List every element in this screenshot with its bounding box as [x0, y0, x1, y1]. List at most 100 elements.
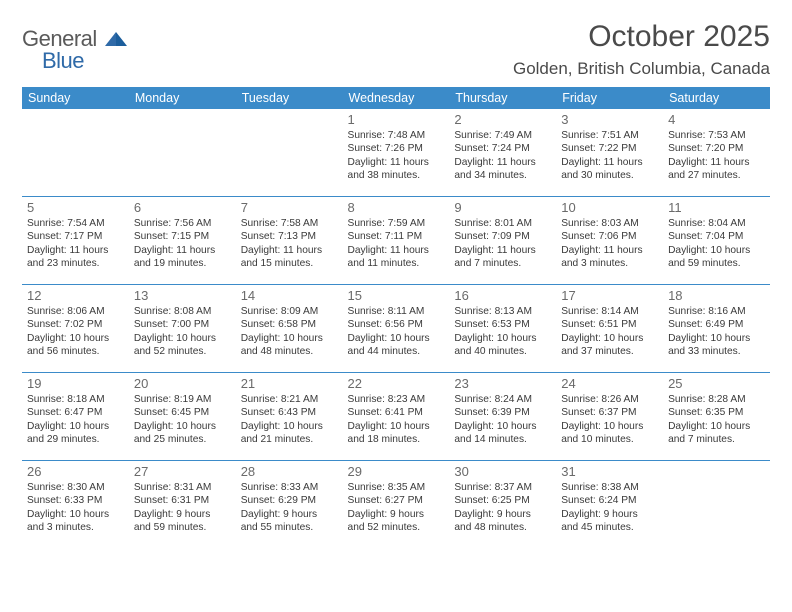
day-number: 30 — [454, 464, 551, 479]
day-header: Tuesday — [236, 87, 343, 109]
day-info: Sunrise: 8:08 AMSunset: 7:00 PMDaylight:… — [134, 305, 231, 359]
calendar-cell: 14 Sunrise: 8:09 AMSunset: 6:58 PMDayligh… — [236, 285, 343, 373]
day-number: 21 — [241, 376, 338, 391]
day-number: 14 — [241, 288, 338, 303]
calendar-week-row: 26Sunrise: 8:30 AMSunset: 6:33 PMDayligh… — [22, 461, 770, 549]
day-info: Sunrise: 8:38 AMSunset: 6:24 PMDaylight:… — [561, 481, 658, 535]
day-info: Sunrise: 7:48 AMSunset: 7:26 PMDaylight:… — [348, 129, 445, 183]
calendar-cell: 2Sunrise: 7:49 AMSunset: 7:24 PMDaylight… — [449, 109, 556, 197]
calendar-table: SundayMondayTuesdayWednesdayThursdayFrid… — [22, 87, 770, 548]
day-info: Sunrise: 8:01 AMSunset: 7:09 PMDaylight:… — [454, 217, 551, 271]
calendar-page: General Blue October 2025 Golden, Britis… — [0, 0, 792, 568]
calendar-week-row: 19 Sunrise: 8:18 AMSunset: 6:47 PMDayligh… — [22, 373, 770, 461]
day-info: Sunrise: 8:28 AMSunset: 6:35 PMDaylight:… — [668, 393, 765, 447]
logo-mark-icon — [105, 32, 127, 46]
day-info: Sunrise: 8:23 AMSunset: 6:41 PMDaylight:… — [348, 393, 445, 447]
calendar-cell: 1 Sunrise: 7:48 AMSunset: 7:26 PMDaylight… — [343, 109, 450, 197]
day-number: 26 — [27, 464, 124, 479]
calendar-week-row: 1 Sunrise: 7:48 AMSunset: 7:26 PMDaylight… — [22, 109, 770, 197]
day-info: Sunrise: 8:14 AMSunset: 6:51 PMDaylight:… — [561, 305, 658, 359]
day-info: Sunrise: 8:06 AMSunset: 7:02 PMDaylight:… — [27, 305, 124, 359]
day-info: Sunrise: 8:09 AMSunset: 6:58 PMDaylight:… — [241, 305, 338, 359]
location-text: Golden, British Columbia, Canada — [513, 59, 770, 79]
day-number: 17 — [561, 288, 658, 303]
day-header: Wednesday — [343, 87, 450, 109]
day-number: 28 — [241, 464, 338, 479]
calendar-body: 1 Sunrise: 7:48 AMSunset: 7:26 PMDaylight… — [22, 109, 770, 548]
calendar-header-row: SundayMondayTuesdayWednesdayThursdayFrid… — [22, 87, 770, 109]
day-number: 15 — [348, 288, 445, 303]
day-info: Sunrise: 8:24 AMSunset: 6:39 PMDaylight:… — [454, 393, 551, 447]
logo-text-block: General Blue — [22, 26, 127, 74]
day-info: Sunrise: 8:37 AMSunset: 6:25 PMDaylight:… — [454, 481, 551, 535]
day-number: 6 — [134, 200, 231, 215]
day-header: Monday — [129, 87, 236, 109]
calendar-cell: 19 Sunrise: 8:18 AMSunset: 6:47 PMDayligh… — [22, 373, 129, 461]
day-number: 1 — [348, 112, 445, 127]
calendar-cell: 18Sunrise: 8:16 AMSunset: 6:49 PMDayligh… — [663, 285, 770, 373]
day-number: 13 — [134, 288, 231, 303]
calendar-cell: 23 Sunrise: 8:24 AMSunset: 6:39 PMDayligh… — [449, 373, 556, 461]
day-number: 9 — [454, 200, 551, 215]
calendar-cell: 12 Sunrise: 8:06 AMSunset: 7:02 PMDayligh… — [22, 285, 129, 373]
day-number: 22 — [348, 376, 445, 391]
calendar-cell: 9 Sunrise: 8:01 AMSunset: 7:09 PMDaylight… — [449, 197, 556, 285]
day-number: 31 — [561, 464, 658, 479]
calendar-cell — [236, 109, 343, 197]
month-title: October 2025 — [513, 20, 770, 54]
day-number: 16 — [454, 288, 551, 303]
calendar-cell: 29Sunrise: 8:35 AMSunset: 6:27 PMDayligh… — [343, 461, 450, 549]
calendar-cell: 24 Sunrise: 8:26 AMSunset: 6:37 PMDayligh… — [556, 373, 663, 461]
calendar-cell: 10 Sunrise: 8:03 AMSunset: 7:06 PMDayligh… — [556, 197, 663, 285]
day-info: Sunrise: 8:31 AMSunset: 6:31 PMDaylight:… — [134, 481, 231, 535]
calendar-cell: 11Sunrise: 8:04 AMSunset: 7:04 PMDayligh… — [663, 197, 770, 285]
calendar-cell: 28 Sunrise: 8:33 AMSunset: 6:29 PMDayligh… — [236, 461, 343, 549]
calendar-cell: 15 Sunrise: 8:11 AMSunset: 6:56 PMDayligh… — [343, 285, 450, 373]
day-info: Sunrise: 8:18 AMSunset: 6:47 PMDaylight:… — [27, 393, 124, 447]
day-header: Thursday — [449, 87, 556, 109]
day-info: Sunrise: 8:13 AMSunset: 6:53 PMDaylight:… — [454, 305, 551, 359]
day-header: Friday — [556, 87, 663, 109]
logo-text-blue: Blue — [42, 48, 127, 74]
calendar-cell: 6 Sunrise: 7:56 AMSunset: 7:15 PMDaylight… — [129, 197, 236, 285]
day-number: 23 — [454, 376, 551, 391]
day-number: 12 — [27, 288, 124, 303]
day-number: 20 — [134, 376, 231, 391]
day-info: Sunrise: 8:35 AMSunset: 6:27 PMDaylight:… — [348, 481, 445, 535]
day-header: Saturday — [663, 87, 770, 109]
day-info: Sunrise: 8:16 AMSunset: 6:49 PMDaylight:… — [668, 305, 765, 359]
day-info: Sunrise: 8:33 AMSunset: 6:29 PMDaylight:… — [241, 481, 338, 535]
title-block: October 2025 Golden, British Columbia, C… — [513, 20, 770, 79]
day-info: Sunrise: 8:26 AMSunset: 6:37 PMDaylight:… — [561, 393, 658, 447]
calendar-cell: 16 Sunrise: 8:13 AMSunset: 6:53 PMDayligh… — [449, 285, 556, 373]
day-info: Sunrise: 8:04 AMSunset: 7:04 PMDaylight:… — [668, 217, 765, 271]
day-number: 10 — [561, 200, 658, 215]
calendar-cell: 31 Sunrise: 8:38 AMSunset: 6:24 PMDayligh… — [556, 461, 663, 549]
calendar-week-row: 5Sunrise: 7:54 AMSunset: 7:17 PMDaylight… — [22, 197, 770, 285]
calendar-cell: 21Sunrise: 8:21 AMSunset: 6:43 PMDayligh… — [236, 373, 343, 461]
day-number: 4 — [668, 112, 765, 127]
logo: General Blue — [22, 20, 127, 74]
calendar-cell: 3Sunrise: 7:51 AMSunset: 7:22 PMDaylight… — [556, 109, 663, 197]
day-info: Sunrise: 8:03 AMSunset: 7:06 PMDaylight:… — [561, 217, 658, 271]
day-number: 8 — [348, 200, 445, 215]
day-info: Sunrise: 7:59 AMSunset: 7:11 PMDaylight:… — [348, 217, 445, 271]
calendar-cell — [22, 109, 129, 197]
calendar-cell — [129, 109, 236, 197]
header: General Blue October 2025 Golden, Britis… — [22, 20, 770, 79]
day-number: 19 — [27, 376, 124, 391]
calendar-cell: 5Sunrise: 7:54 AMSunset: 7:17 PMDaylight… — [22, 197, 129, 285]
calendar-cell: 7Sunrise: 7:58 AMSunset: 7:13 PMDaylight… — [236, 197, 343, 285]
day-info: Sunrise: 8:11 AMSunset: 6:56 PMDaylight:… — [348, 305, 445, 359]
day-number: 24 — [561, 376, 658, 391]
day-number: 7 — [241, 200, 338, 215]
calendar-cell: 26Sunrise: 8:30 AMSunset: 6:33 PMDayligh… — [22, 461, 129, 549]
calendar-cell: 25Sunrise: 8:28 AMSunset: 6:35 PMDayligh… — [663, 373, 770, 461]
calendar-cell: 27Sunrise: 8:31 AMSunset: 6:31 PMDayligh… — [129, 461, 236, 549]
day-number: 2 — [454, 112, 551, 127]
calendar-cell: 22 Sunrise: 8:23 AMSunset: 6:41 PMDayligh… — [343, 373, 450, 461]
day-info: Sunrise: 7:56 AMSunset: 7:15 PMDaylight:… — [134, 217, 231, 271]
day-number: 3 — [561, 112, 658, 127]
calendar-week-row: 12 Sunrise: 8:06 AMSunset: 7:02 PMDayligh… — [22, 285, 770, 373]
day-info: Sunrise: 8:19 AMSunset: 6:45 PMDaylight:… — [134, 393, 231, 447]
